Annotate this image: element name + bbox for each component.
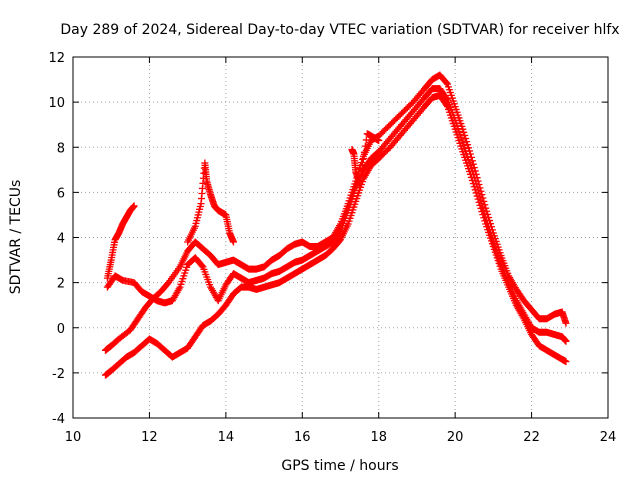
x-tick-label: 16 [294,430,311,445]
y-tick-label: 6 [57,186,65,201]
data-point-marker [562,337,570,345]
data-point-marker [130,202,138,210]
x-tick-label: 12 [141,430,158,445]
x-tick-label: 20 [447,430,464,445]
data-point-marker [477,204,485,212]
plot-frame [72,56,609,419]
chart-title: Day 289 of 2024, Sidereal Day-to-day VTE… [60,22,619,38]
x-tick-label: 22 [523,430,540,445]
data-point-marker [472,189,480,197]
data-point-marker [358,167,366,175]
data-point-marker [464,141,472,149]
x-tick-label: 10 [65,430,82,445]
data-point-marker [473,192,481,200]
data-point-marker [461,131,469,139]
data-point-marker [562,319,570,327]
data-point-marker [478,208,486,216]
data-point-marker [475,198,483,206]
data-markers [101,71,570,379]
data-point-marker [357,173,365,181]
trace-jump [348,130,383,187]
data-point-marker [476,201,484,209]
data-point-marker [463,138,471,146]
y-axis-label: SDTVAR / TECUs [8,180,24,295]
y-tick-label: 10 [48,96,65,111]
data-point-marker [198,262,206,270]
data-point-marker [362,136,370,144]
data-point-marker [467,173,475,181]
data-point-marker [361,142,369,150]
trace-spike [184,159,237,246]
y-tick-label: 8 [57,141,65,156]
trace-middle [103,85,570,345]
y-tick-label: 4 [57,232,65,247]
data-point-marker [443,101,451,109]
data-point-marker [474,195,482,203]
data-point-marker [471,186,479,194]
data-point-marker [359,155,367,163]
data-point-marker [466,170,474,178]
data-point-marker [358,161,366,169]
data-point-marker [562,358,570,366]
y-tick-label: -2 [52,367,65,382]
trace-lower [101,91,570,379]
data-point-marker [481,217,489,225]
data-point-marker [460,128,468,136]
data-point-marker [356,179,364,187]
x-tick-label: 18 [370,430,387,445]
data-point-marker [462,135,470,143]
data-point-marker [230,238,237,246]
data-point-marker [375,136,383,144]
trace-upper [101,71,570,354]
trace-early-rise [103,202,138,282]
y-tick-label: 0 [57,322,65,337]
data-point-marker [443,79,451,87]
data-point-marker [468,177,476,185]
x-tick-label: 24 [600,430,617,445]
data-point-marker [480,214,488,222]
data-point-marker [469,180,477,188]
data-point-marker [479,211,487,219]
data-point-marker [360,148,368,156]
data-point-marker [470,183,478,191]
y-tick-label: 2 [57,277,65,292]
x-axis-label: GPS time / hours [281,458,398,474]
y-tick-label: 12 [48,51,65,66]
x-tick-label: 14 [218,430,235,445]
y-tick-label: -4 [52,412,65,427]
